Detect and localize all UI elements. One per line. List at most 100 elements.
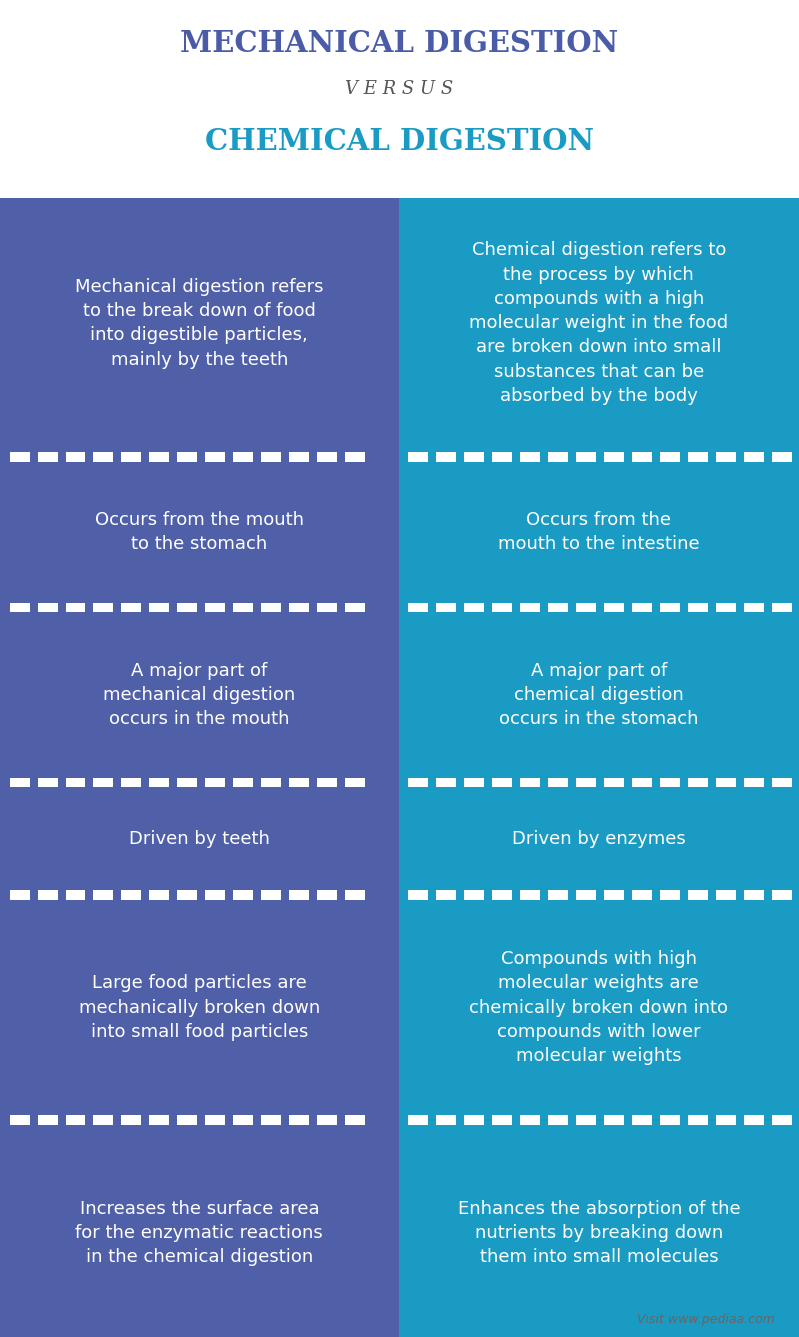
Bar [632, 452, 652, 461]
Bar [233, 1115, 253, 1124]
Bar [576, 778, 596, 787]
Bar [548, 603, 568, 612]
Bar [93, 890, 113, 900]
Text: V E R S U S: V E R S U S [345, 80, 454, 98]
Bar [0, 198, 399, 1337]
Text: Mechanical digestion refers
to the break down of food
into digestible particles,: Mechanical digestion refers to the break… [75, 278, 324, 369]
Bar [660, 452, 680, 461]
Bar [464, 603, 484, 612]
Text: Driven by enzymes: Driven by enzymes [512, 829, 686, 848]
Bar [93, 603, 113, 612]
Bar [289, 452, 309, 461]
Text: Occurs from the
mouth to the intestine: Occurs from the mouth to the intestine [498, 511, 700, 554]
Bar [121, 1115, 141, 1124]
Bar [317, 1115, 337, 1124]
Bar [716, 890, 736, 900]
Bar [436, 778, 456, 787]
Bar [149, 452, 169, 461]
Text: Driven by teeth: Driven by teeth [129, 829, 270, 848]
Bar [464, 778, 484, 787]
Bar [688, 890, 708, 900]
Bar [261, 778, 281, 787]
Bar [317, 890, 337, 900]
Bar [576, 603, 596, 612]
Bar [660, 603, 680, 612]
Text: Occurs from the mouth
to the stomach: Occurs from the mouth to the stomach [95, 511, 304, 554]
Bar [464, 452, 484, 461]
Bar [492, 603, 512, 612]
Bar [520, 1115, 540, 1124]
Bar [317, 452, 337, 461]
Bar [744, 603, 764, 612]
Bar [716, 1115, 736, 1124]
Bar [520, 890, 540, 900]
Bar [289, 1115, 309, 1124]
Bar [408, 452, 428, 461]
Bar [604, 452, 624, 461]
Text: Large food particles are
mechanically broken down
into small food particles: Large food particles are mechanically br… [79, 975, 320, 1040]
Bar [576, 452, 596, 461]
Bar [345, 890, 365, 900]
Bar [121, 890, 141, 900]
Bar [38, 452, 58, 461]
Bar [604, 603, 624, 612]
Bar [548, 1115, 568, 1124]
Bar [149, 1115, 169, 1124]
Bar [688, 452, 708, 461]
Bar [772, 603, 792, 612]
Bar [744, 890, 764, 900]
Bar [66, 1115, 85, 1124]
Bar [317, 603, 337, 612]
Bar [436, 603, 456, 612]
Bar [10, 778, 30, 787]
Bar [93, 1115, 113, 1124]
Bar [205, 890, 225, 900]
Bar [492, 452, 512, 461]
Bar [492, 778, 512, 787]
Bar [261, 890, 281, 900]
Bar [233, 452, 253, 461]
Bar [345, 603, 365, 612]
Bar [576, 890, 596, 900]
Text: CHEMICAL DIGESTION: CHEMICAL DIGESTION [205, 127, 594, 156]
Bar [688, 778, 708, 787]
Bar [10, 452, 30, 461]
Bar [436, 1115, 456, 1124]
Bar [632, 890, 652, 900]
Bar [716, 452, 736, 461]
Bar [205, 452, 225, 461]
Bar [289, 603, 309, 612]
Bar [744, 452, 764, 461]
Bar [688, 1115, 708, 1124]
Bar [66, 890, 85, 900]
Bar [576, 1115, 596, 1124]
Bar [233, 890, 253, 900]
Bar [38, 603, 58, 612]
Bar [548, 452, 568, 461]
Bar [660, 890, 680, 900]
Bar [289, 890, 309, 900]
Bar [38, 1115, 58, 1124]
Bar [772, 452, 792, 461]
Bar [233, 778, 253, 787]
Bar [149, 603, 169, 612]
Bar [177, 1115, 197, 1124]
Bar [632, 603, 652, 612]
Bar [205, 603, 225, 612]
Bar [492, 1115, 512, 1124]
Bar [345, 1115, 365, 1124]
Bar [205, 778, 225, 787]
Bar [317, 778, 337, 787]
Bar [233, 603, 253, 612]
Bar [399, 198, 799, 1337]
Text: Visit www.pediaa.com: Visit www.pediaa.com [638, 1313, 775, 1326]
Bar [632, 778, 652, 787]
Bar [772, 1115, 792, 1124]
Bar [604, 778, 624, 787]
Bar [520, 778, 540, 787]
Bar [772, 890, 792, 900]
Bar [772, 778, 792, 787]
Bar [10, 1115, 30, 1124]
Bar [688, 603, 708, 612]
Bar [744, 1115, 764, 1124]
